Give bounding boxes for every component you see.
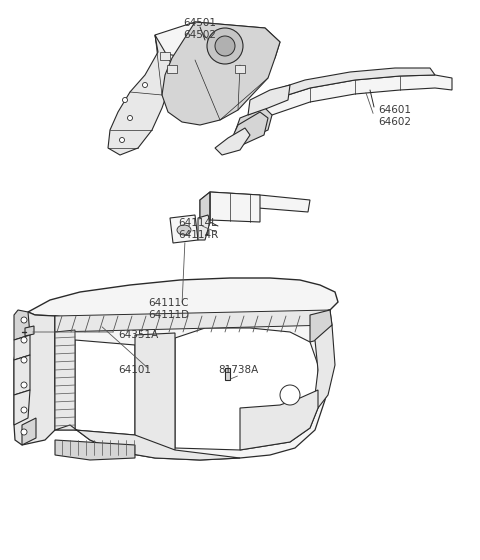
- Circle shape: [21, 382, 27, 388]
- Polygon shape: [210, 192, 260, 222]
- Circle shape: [215, 36, 235, 56]
- Polygon shape: [22, 418, 36, 445]
- Polygon shape: [108, 35, 172, 155]
- Polygon shape: [215, 128, 250, 155]
- Polygon shape: [235, 65, 245, 73]
- Circle shape: [143, 82, 147, 87]
- Text: 64601
64602: 64601 64602: [378, 105, 411, 127]
- Polygon shape: [310, 310, 332, 342]
- Circle shape: [21, 407, 27, 413]
- Polygon shape: [198, 215, 210, 240]
- Polygon shape: [55, 440, 135, 460]
- Polygon shape: [25, 326, 34, 336]
- Text: 64111C
64111D: 64111C 64111D: [148, 298, 189, 320]
- Text: 64501
64502: 64501 64502: [183, 18, 216, 40]
- Polygon shape: [167, 65, 177, 73]
- Polygon shape: [55, 310, 332, 332]
- Circle shape: [120, 138, 124, 142]
- Polygon shape: [14, 312, 55, 445]
- Polygon shape: [55, 425, 240, 460]
- Polygon shape: [55, 330, 75, 430]
- Polygon shape: [200, 192, 310, 212]
- Polygon shape: [14, 310, 30, 340]
- Circle shape: [21, 357, 27, 363]
- Circle shape: [21, 429, 27, 435]
- Polygon shape: [200, 192, 210, 230]
- Polygon shape: [240, 390, 318, 450]
- Polygon shape: [232, 112, 268, 145]
- Polygon shape: [258, 68, 435, 112]
- Circle shape: [21, 317, 27, 323]
- Polygon shape: [262, 75, 452, 115]
- Polygon shape: [28, 278, 338, 322]
- Polygon shape: [225, 368, 230, 380]
- Polygon shape: [14, 355, 30, 395]
- Polygon shape: [175, 328, 318, 450]
- Polygon shape: [75, 340, 135, 435]
- Polygon shape: [170, 215, 198, 243]
- Polygon shape: [14, 335, 30, 360]
- Text: 64351A: 64351A: [118, 330, 158, 340]
- Circle shape: [280, 385, 300, 405]
- Circle shape: [21, 337, 27, 343]
- Text: 64114L
64114R: 64114L 64114R: [178, 218, 218, 240]
- Polygon shape: [248, 85, 290, 115]
- Polygon shape: [135, 333, 175, 450]
- Circle shape: [122, 97, 128, 102]
- Polygon shape: [235, 108, 272, 138]
- Text: 81738A: 81738A: [218, 365, 258, 375]
- Circle shape: [128, 115, 132, 120]
- Polygon shape: [14, 390, 30, 425]
- Polygon shape: [315, 325, 335, 408]
- Polygon shape: [162, 22, 280, 125]
- Circle shape: [207, 28, 243, 64]
- Polygon shape: [160, 52, 170, 60]
- Polygon shape: [55, 310, 332, 460]
- Text: 64101: 64101: [118, 365, 151, 375]
- Ellipse shape: [177, 225, 191, 235]
- Polygon shape: [200, 200, 208, 235]
- Polygon shape: [155, 22, 280, 65]
